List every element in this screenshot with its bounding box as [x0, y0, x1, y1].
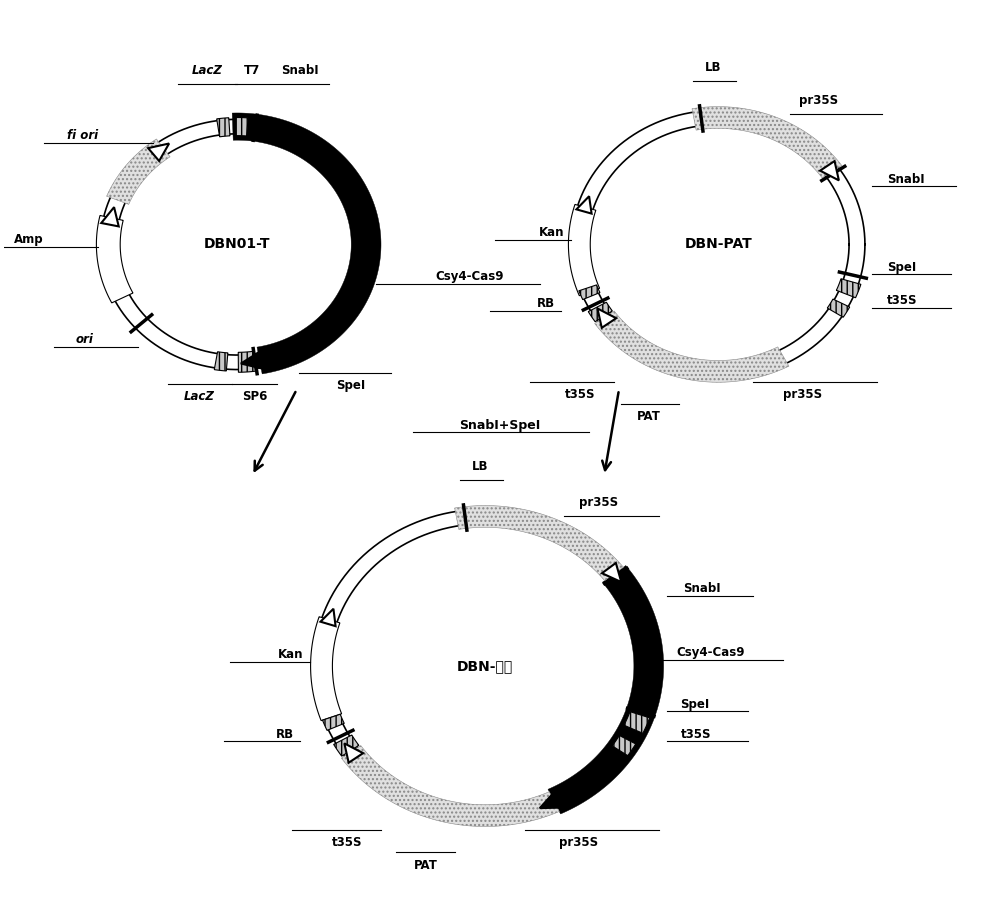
Text: t35S: t35S [564, 388, 595, 401]
Polygon shape [576, 196, 592, 213]
Polygon shape [568, 204, 600, 296]
Polygon shape [323, 715, 344, 730]
Text: LacZ: LacZ [192, 64, 223, 77]
Text: DBN-剪刀: DBN-剪刀 [457, 659, 513, 673]
Text: ori: ori [76, 333, 93, 346]
Text: Amp: Amp [14, 233, 44, 246]
Text: SnabI: SnabI [281, 64, 318, 77]
Polygon shape [588, 302, 612, 322]
Polygon shape [692, 107, 842, 178]
Polygon shape [148, 144, 169, 161]
Polygon shape [595, 311, 789, 382]
Text: pr35S: pr35S [783, 388, 822, 401]
Text: t35S: t35S [887, 294, 917, 307]
Polygon shape [214, 351, 228, 371]
Text: SnabI+SpeI: SnabI+SpeI [459, 419, 541, 432]
Polygon shape [334, 735, 359, 756]
Text: T7: T7 [244, 64, 260, 77]
Polygon shape [624, 712, 650, 733]
Polygon shape [320, 608, 336, 626]
Polygon shape [96, 215, 133, 303]
Text: RB: RB [536, 296, 555, 310]
Text: DBN-PAT: DBN-PAT [684, 237, 752, 252]
Polygon shape [612, 736, 636, 756]
Polygon shape [101, 207, 119, 226]
Polygon shape [236, 117, 248, 136]
Polygon shape [579, 285, 600, 299]
Text: pr35S: pr35S [560, 835, 599, 848]
Text: Csy4-Cas9: Csy4-Cas9 [677, 646, 745, 659]
Polygon shape [602, 563, 621, 582]
Polygon shape [107, 139, 170, 204]
Polygon shape [241, 349, 269, 370]
Polygon shape [455, 506, 623, 581]
Polygon shape [232, 113, 381, 374]
Polygon shape [311, 617, 342, 721]
Polygon shape [341, 746, 559, 826]
Text: pr35S: pr35S [579, 496, 618, 509]
Text: PAT: PAT [414, 859, 438, 872]
Text: DBN01-T: DBN01-T [204, 237, 270, 252]
Text: SnabI: SnabI [683, 583, 721, 596]
Polygon shape [540, 788, 568, 808]
Text: SpeI: SpeI [680, 697, 710, 711]
Text: LacZ: LacZ [184, 390, 215, 403]
Polygon shape [836, 279, 861, 297]
Text: Kan: Kan [539, 226, 564, 239]
Text: SpeI: SpeI [336, 379, 366, 392]
Polygon shape [820, 161, 839, 180]
Polygon shape [238, 351, 255, 372]
Polygon shape [548, 565, 664, 814]
Text: Kan: Kan [278, 648, 304, 661]
Text: fi ori: fi ori [67, 129, 98, 142]
Text: t35S: t35S [680, 727, 711, 740]
Text: PAT: PAT [637, 410, 661, 424]
Polygon shape [827, 299, 850, 318]
Text: SP6: SP6 [242, 390, 268, 403]
Text: t35S: t35S [331, 835, 362, 848]
Polygon shape [597, 308, 616, 328]
Text: LB: LB [705, 61, 721, 74]
Text: SpeI: SpeI [887, 261, 916, 274]
Text: SnabI: SnabI [887, 173, 924, 186]
Polygon shape [217, 118, 230, 137]
Text: LB: LB [472, 460, 488, 473]
Text: Csy4-Cas9: Csy4-Cas9 [436, 270, 504, 283]
Text: pr35S: pr35S [799, 93, 839, 107]
Text: RB: RB [276, 727, 294, 740]
Polygon shape [344, 743, 363, 763]
